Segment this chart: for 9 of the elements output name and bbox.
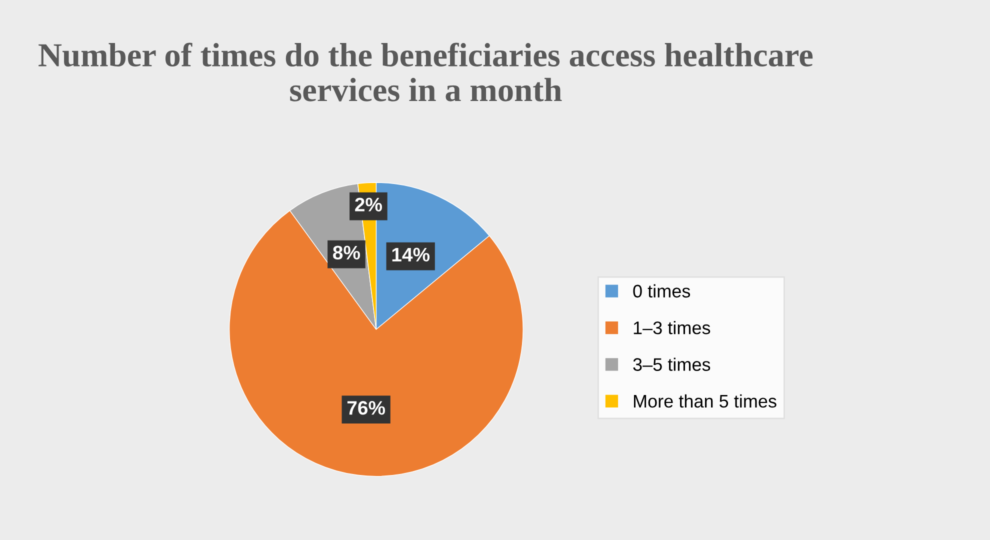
legend-label: More than 5 times bbox=[634, 394, 776, 408]
data-label: 2% bbox=[355, 198, 382, 212]
data-label: 8% bbox=[333, 246, 360, 260]
data-label: 76% bbox=[347, 400, 386, 415]
legend-label: 1–3 times bbox=[634, 321, 710, 334]
chart-title: Number of times do the beneficiaries access healthcare services in a month bbox=[38, 42, 813, 102]
legend-label: 3–5 times bbox=[633, 358, 710, 371]
data-label: 14% bbox=[392, 248, 430, 262]
legend-label: 0 times bbox=[633, 284, 690, 298]
